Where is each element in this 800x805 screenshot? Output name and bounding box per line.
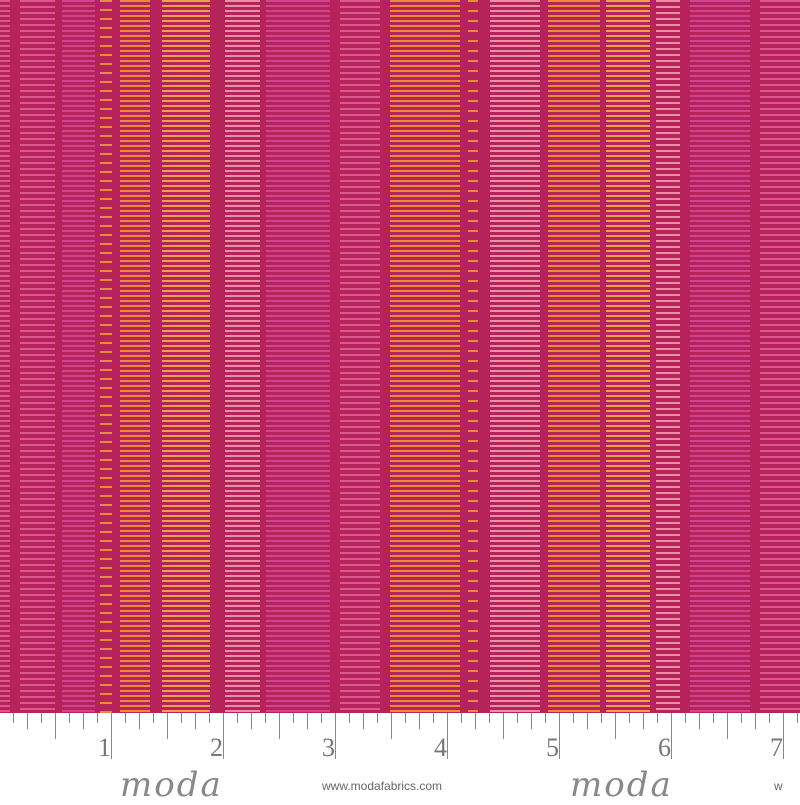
website-url-partial: w	[774, 779, 783, 793]
ruler-tick	[713, 713, 714, 723]
ruler-tick	[111, 713, 112, 759]
fabric-stripe	[62, 0, 95, 713]
ruler-number: 2	[210, 733, 223, 762]
moda-logo: moda	[570, 765, 673, 805]
ruler-tick	[559, 713, 560, 759]
ruler-tick	[391, 713, 392, 739]
ruler-tick	[699, 713, 700, 729]
ruler-tick	[531, 713, 532, 729]
fabric-stripe	[656, 0, 680, 713]
website-url: www.modafabrics.com	[322, 779, 443, 793]
ruler-tick	[279, 713, 280, 739]
ruler-tick	[209, 713, 210, 723]
ruler-tick	[349, 713, 350, 723]
ruler-tick	[97, 713, 98, 723]
ruler-tick	[489, 713, 490, 723]
ruler-tick	[461, 713, 462, 723]
ruler-tick	[447, 713, 448, 759]
ruler-tick	[601, 713, 602, 723]
ruler-tick	[293, 713, 294, 723]
ruler-tick	[321, 713, 322, 723]
ruler-tick	[265, 713, 266, 723]
ruler-tick	[69, 713, 70, 723]
ruler-tick	[545, 713, 546, 723]
fabric-stripe	[468, 0, 478, 713]
ruler-number: 4	[434, 733, 447, 762]
ruler-tick	[741, 713, 742, 723]
ruler-tick	[55, 713, 56, 739]
ruler-tick	[517, 713, 518, 723]
ruler-tick	[685, 713, 686, 723]
fabric-stripe	[390, 0, 460, 713]
fabric-stripe	[606, 0, 650, 713]
ruler-number: 3	[322, 733, 335, 762]
ruler-number: 6	[658, 733, 671, 762]
ruler-tick	[125, 713, 126, 723]
fabric-stripe	[100, 0, 112, 713]
fabric-stripe	[225, 0, 260, 713]
ruler-tick	[573, 713, 574, 723]
ruler-tick	[363, 713, 364, 729]
ruler-tick	[797, 713, 798, 723]
ruler-tick	[587, 713, 588, 729]
ruler-tick	[139, 713, 140, 729]
ruler-tick	[433, 713, 434, 723]
fabric-stripe	[0, 0, 10, 713]
ruler-tick	[419, 713, 420, 729]
ruler-tick	[643, 713, 644, 729]
ruler-tick	[153, 713, 154, 723]
ruler-tick	[377, 713, 378, 723]
moda-logo: moda	[120, 765, 223, 805]
ruler: 1 2 3 4 5 6 7 moda www.modafabrics.com m…	[0, 713, 800, 805]
ruler-tick	[237, 713, 238, 723]
ruler-tick	[755, 713, 756, 729]
ruler-number: 5	[546, 733, 559, 762]
fabric-stripe	[548, 0, 600, 713]
ruler-tick	[335, 713, 336, 759]
ruler-tick	[503, 713, 504, 739]
fabric-stripe	[266, 0, 330, 713]
ruler-tick	[657, 713, 658, 723]
ruler-tick	[307, 713, 308, 729]
ruler-tick	[769, 713, 770, 723]
fabric-stripe	[20, 0, 55, 713]
ruler-tick	[629, 713, 630, 723]
ruler-tick	[671, 713, 672, 759]
ruler-tick	[783, 713, 784, 759]
ruler-number: 7	[770, 733, 783, 762]
ruler-tick	[195, 713, 196, 729]
fabric-stripe	[120, 0, 150, 713]
ruler-number: 1	[98, 733, 111, 762]
ruler-tick	[405, 713, 406, 723]
ruler-tick	[181, 713, 182, 723]
ruler-tick	[83, 713, 84, 729]
fabric-stripe	[690, 0, 750, 713]
fabric-stripe	[340, 0, 380, 713]
fabric-stripe	[760, 0, 800, 713]
ruler-tick	[615, 713, 616, 739]
ruler-tick	[475, 713, 476, 729]
fabric-stripe	[162, 0, 210, 713]
ruler-tick	[27, 713, 28, 729]
fabric-stripe	[490, 0, 540, 713]
ruler-tick	[223, 713, 224, 759]
fabric-swatch	[0, 0, 800, 713]
ruler-tick	[727, 713, 728, 739]
ruler-tick	[251, 713, 252, 729]
ruler-tick	[41, 713, 42, 723]
ruler-tick	[167, 713, 168, 739]
ruler-tick	[13, 713, 14, 723]
